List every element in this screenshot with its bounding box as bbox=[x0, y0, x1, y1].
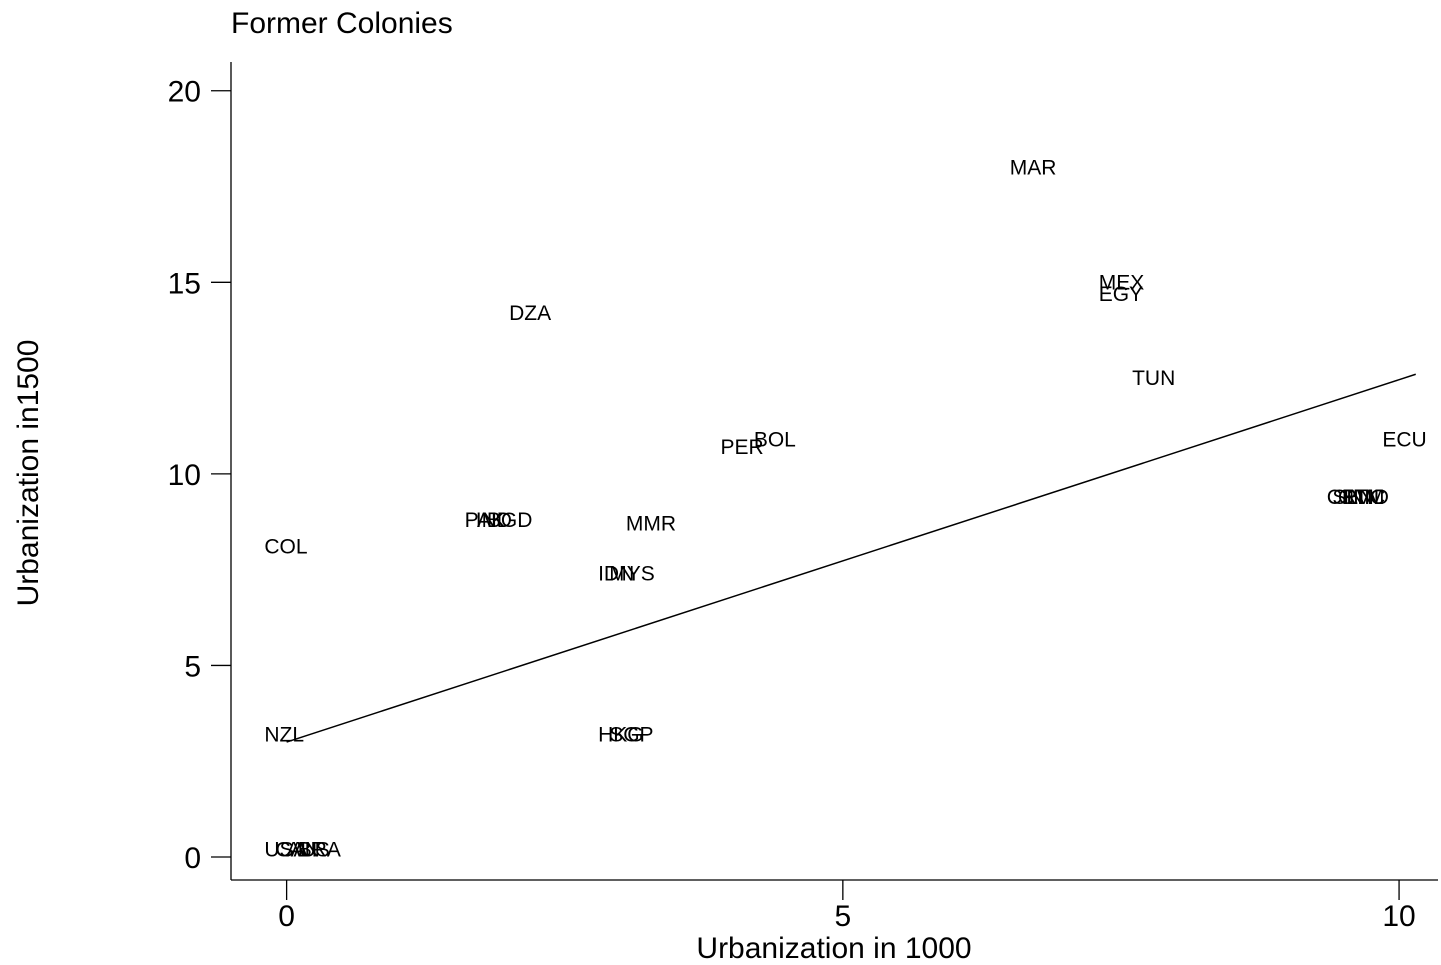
point-label-per: PER bbox=[720, 436, 763, 459]
point-label-bgd: BGD bbox=[487, 509, 533, 532]
point-label-can: CAN bbox=[275, 838, 319, 861]
point-label-nic: NIC bbox=[1349, 486, 1385, 509]
x-axis-title: Urbanization in 1000 bbox=[696, 932, 971, 965]
x-tick-label: 10 bbox=[1382, 900, 1415, 933]
chart-title: Former Colonies bbox=[231, 7, 453, 40]
point-label-nzl: NZL bbox=[264, 723, 304, 746]
point-label-hnd: HND bbox=[1343, 486, 1389, 509]
point-label-slv: SLV bbox=[1332, 486, 1370, 509]
y-tick-label: 15 bbox=[168, 267, 201, 300]
point-label-mex: MEX bbox=[1099, 271, 1145, 294]
point-label-tun: TUN bbox=[1132, 367, 1175, 390]
point-label-cri: CRI bbox=[1327, 486, 1363, 509]
point-label-bol: BOL bbox=[754, 428, 796, 451]
x-tick-label: 0 bbox=[278, 900, 295, 933]
fit-line-group bbox=[286, 373, 1416, 743]
y-axis-title: Urbanization in1500 bbox=[12, 340, 45, 607]
point-label-mmr: MMR bbox=[626, 513, 676, 536]
point-label-aus: AUS bbox=[287, 838, 330, 861]
point-label-bra: BRA bbox=[298, 838, 341, 861]
y-tick-label: 5 bbox=[184, 650, 201, 683]
point-label-gtm: GTM bbox=[1338, 486, 1385, 509]
point-label-ind: IND bbox=[476, 509, 512, 532]
point-label-pak: PAK bbox=[465, 509, 505, 532]
point-label-mar: MAR bbox=[1010, 156, 1057, 179]
point-label-ecu: ECU bbox=[1382, 428, 1426, 451]
axes: 0 5 10 15 20 0 5 10 bbox=[168, 62, 1438, 933]
point-label-egy: EGY bbox=[1099, 283, 1143, 306]
fitted-line bbox=[286, 373, 1416, 743]
y-tick-label: 10 bbox=[168, 459, 201, 492]
point-label-col: COL bbox=[264, 536, 307, 559]
y-tick-label: 20 bbox=[168, 76, 201, 109]
point-label-idn: IDN bbox=[598, 562, 634, 585]
point-label-sgp: SGP bbox=[609, 723, 653, 746]
point-label-dza: DZA bbox=[509, 302, 551, 325]
x-tick-label: 5 bbox=[834, 900, 851, 933]
point-label-mys: MYS bbox=[609, 562, 655, 585]
y-tick-label: 0 bbox=[184, 842, 201, 875]
point-label-hkg: HKG bbox=[598, 723, 644, 746]
point-label-usa: USA bbox=[264, 838, 307, 861]
